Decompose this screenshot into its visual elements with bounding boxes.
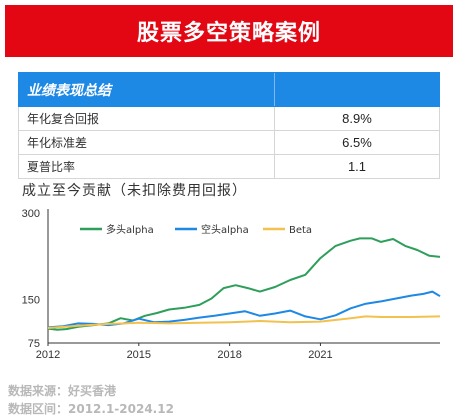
legend-label: 多头alpha [106,223,154,236]
y-tick-label: 300 [22,208,40,220]
metric-label: 年化复合回报 [19,107,275,130]
metric-value: 6.5% [342,135,372,150]
data-period: 数据区间：2012.1-2024.12 [8,402,174,416]
y-tick-label: 150 [22,295,40,307]
metric-label: 夏普比率 [19,155,275,178]
series-line-1 [47,237,441,331]
x-tick-label: 2018 [217,349,241,361]
table-row: 夏普比率 1.1 [18,155,440,179]
x-tick-label: 2015 [127,349,151,361]
summary-table: 业绩表现总结 年化复合回报 8.9% 年化标准差 6.5% 夏普比率 1.1 [18,72,440,179]
chart-title: 成立至今贡献（未扣除费用回报） [22,183,247,199]
y-tick-label: 75 [28,338,40,350]
summary-table-header: 业绩表现总结 [18,72,440,107]
page-title: 股票多空策略案例 [136,21,321,46]
series-line-3 [47,315,441,329]
metric-label: 年化标准差 [19,131,275,154]
x-tick-label: 2012 [36,349,60,361]
summary-table-title: 业绩表现总结 [19,73,275,106]
legend-label: Beta [289,225,312,236]
table-row: 年化标准差 6.5% [18,131,440,155]
metric-value: 1.1 [347,159,367,174]
title-banner: 股票多空策略案例 [5,5,453,57]
table-row: 年化复合回报 8.9% [18,107,440,131]
x-tick-label: 2021 [308,349,332,361]
data-source: 数据来源：好买香港 [8,384,117,398]
metric-value: 8.9% [342,111,372,126]
legend-label: 空头alpha [201,223,249,236]
